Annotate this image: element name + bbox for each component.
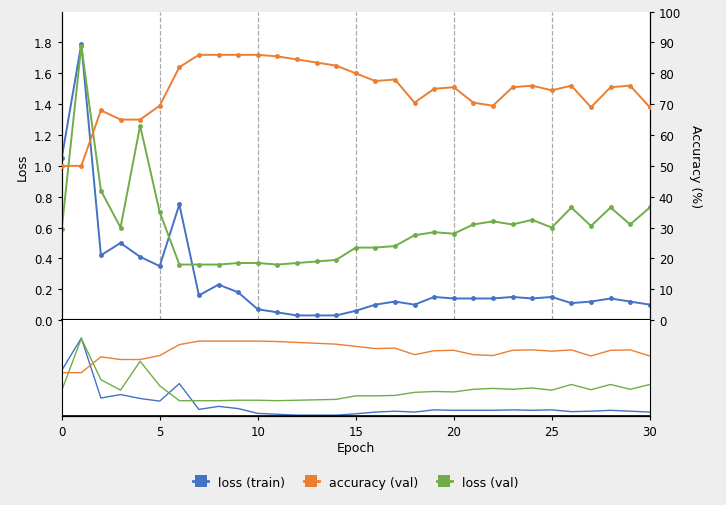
Legend: loss (train), accuracy (val), loss (val): loss (train), accuracy (val), loss (val): [188, 471, 523, 494]
Y-axis label: Loss: Loss: [15, 153, 28, 180]
X-axis label: Epoch: Epoch: [337, 441, 375, 454]
Y-axis label: Accuracy (%): Accuracy (%): [689, 125, 702, 208]
